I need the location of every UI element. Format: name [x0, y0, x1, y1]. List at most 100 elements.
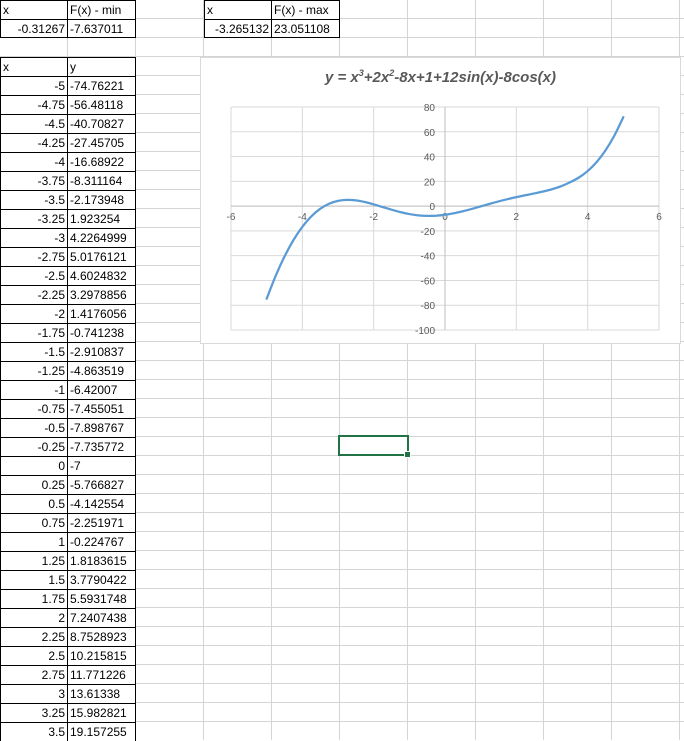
function-chart[interactable]: y = x3+2x2-8x+1+12sin(x)-8cos(x) -6 -4 -2 0… — [200, 57, 681, 344]
table-cell-y[interactable]: 10.215815 — [68, 646, 136, 665]
table-cell-y[interactable]: -7.898767 — [68, 418, 136, 437]
table-cell-x[interactable]: -1.25 — [0, 361, 68, 380]
table-cell-y[interactable]: 13.61338 — [68, 684, 136, 703]
table-cell-y[interactable]: 7.2407438 — [68, 608, 136, 627]
table-cell-y[interactable]: 19.157255 — [68, 722, 136, 741]
table-cell-y[interactable]: 1.923254 — [68, 209, 136, 228]
table-cell-y[interactable]: -27.45705 — [68, 133, 136, 152]
y-tick-label: -40 — [421, 252, 436, 263]
table-cell-y[interactable]: 5.0176121 — [68, 247, 136, 266]
table-cell-y[interactable]: -16.68922 — [68, 152, 136, 171]
x-tick-label: 0 — [442, 212, 448, 223]
x-tick-label: 6 — [656, 212, 662, 223]
table-cell-x[interactable]: 2.5 — [0, 646, 68, 665]
table-cell-x[interactable]: -2.5 — [0, 266, 68, 285]
table-cell-y[interactable]: -2.173948 — [68, 190, 136, 209]
summary-min-f-value[interactable]: -7.637011 — [68, 19, 136, 38]
table-cell-y[interactable]: 11.771226 — [68, 665, 136, 684]
table-cell-y[interactable]: -5.766827 — [68, 475, 136, 494]
table-cell-y[interactable]: -7 — [68, 456, 136, 475]
table-cell-y[interactable]: -0.741238 — [68, 323, 136, 342]
table-cell-x[interactable]: 2.75 — [0, 665, 68, 684]
selected-cell[interactable] — [338, 435, 411, 458]
y-tick-label: -80 — [421, 301, 436, 312]
table-cell-y[interactable]: -2.251971 — [68, 513, 136, 532]
table-cell-y[interactable]: -40.70827 — [68, 114, 136, 133]
table-cell-y[interactable]: -6.42007 — [68, 380, 136, 399]
summary-max-f-value[interactable]: 23.051108 — [272, 19, 340, 38]
y-tick-label: -20 — [421, 227, 436, 238]
table-cell-x[interactable]: 1.5 — [0, 570, 68, 589]
table-cell-x[interactable]: 0.25 — [0, 475, 68, 494]
table-cell-y[interactable]: 5.5931748 — [68, 589, 136, 608]
summary-max-x-value[interactable]: -3.265132 — [204, 19, 272, 38]
table-header-y[interactable]: y — [68, 57, 136, 76]
table-cell-x[interactable]: -3 — [0, 228, 68, 247]
series-line — [265, 116, 625, 300]
y-tick-label: 60 — [424, 128, 436, 139]
table-cell-x[interactable]: 1.75 — [0, 589, 68, 608]
x-tick-label: 2 — [514, 212, 520, 223]
table-cell-y[interactable]: -56.48118 — [68, 95, 136, 114]
chart-title-part: +2x — [363, 69, 390, 86]
table-cell-y[interactable]: -7.735772 — [68, 437, 136, 456]
table-cell-x[interactable]: 3.25 — [0, 703, 68, 722]
table-cell-x[interactable]: -1 — [0, 380, 68, 399]
table-cell-x[interactable]: 3 — [0, 684, 68, 703]
table-header-x[interactable]: x — [0, 57, 68, 76]
table-cell-x[interactable]: -4 — [0, 152, 68, 171]
table-cell-y[interactable]: 1.8183615 — [68, 551, 136, 570]
table-cell-x[interactable]: -3.5 — [0, 190, 68, 209]
summary-max-header-x[interactable]: x — [204, 0, 272, 19]
summary-min-header-x[interactable]: x — [0, 0, 68, 19]
table-cell-x[interactable]: -4.75 — [0, 95, 68, 114]
table-cell-x[interactable]: -4.5 — [0, 114, 68, 133]
table-cell-x[interactable]: 0.75 — [0, 513, 68, 532]
summary-max-header-f[interactable]: F(x) - max — [272, 0, 340, 19]
chart-title-part: y = x — [324, 69, 359, 86]
table-cell-x[interactable]: 1.25 — [0, 551, 68, 570]
table-cell-x[interactable]: -3.25 — [0, 209, 68, 228]
table-cell-x[interactable]: 2 — [0, 608, 68, 627]
table-cell-y[interactable]: -2.910837 — [68, 342, 136, 361]
table-cell-x[interactable]: -0.25 — [0, 437, 68, 456]
table-cell-x[interactable]: -4.25 — [0, 133, 68, 152]
table-cell-y[interactable]: -74.76221 — [68, 76, 136, 95]
table-cell-y[interactable]: 3.2978856 — [68, 285, 136, 304]
table-cell-x[interactable]: -2 — [0, 304, 68, 323]
table-cell-y[interactable]: -4.142554 — [68, 494, 136, 513]
table-cell-y[interactable]: 3.7790422 — [68, 570, 136, 589]
table-cell-x[interactable]: -0.5 — [0, 418, 68, 437]
chart-title: y = x3+2x2-8x+1+12sin(x)-8cos(x) — [201, 68, 680, 86]
table-cell-y[interactable]: 8.7528923 — [68, 627, 136, 646]
table-cell-x[interactable]: -5 — [0, 76, 68, 95]
table-cell-y[interactable]: 15.982821 — [68, 703, 136, 722]
y-tick-label: 40 — [424, 153, 436, 164]
table-cell-x[interactable]: 0.5 — [0, 494, 68, 513]
table-cell-x[interactable]: 3.5 — [0, 722, 68, 741]
table-cell-y[interactable]: -7.455051 — [68, 399, 136, 418]
table-cell-x[interactable]: -2.25 — [0, 285, 68, 304]
table-cell-y[interactable]: -4.863519 — [68, 361, 136, 380]
table-cell-x[interactable]: 1 — [0, 532, 68, 551]
table-cell-x[interactable]: -3.75 — [0, 171, 68, 190]
table-cell-x[interactable]: -0.75 — [0, 399, 68, 418]
summary-min-x-value[interactable]: -0.31267 — [0, 19, 68, 38]
table-cell-x[interactable]: 2.25 — [0, 627, 68, 646]
table-cell-y[interactable]: 4.2264999 — [68, 228, 136, 247]
y-tick-label: 80 — [424, 103, 436, 114]
table-cell-x[interactable]: -2.75 — [0, 247, 68, 266]
y-tick-label: -100 — [415, 326, 435, 337]
table-cell-x[interactable]: -1.5 — [0, 342, 68, 361]
chart-title-exp: 2 — [389, 68, 395, 78]
table-cell-y[interactable]: 4.6024832 — [68, 266, 136, 285]
table-cell-x[interactable]: -1.75 — [0, 323, 68, 342]
table-cell-y[interactable]: 1.4176056 — [68, 304, 136, 323]
y-tick-label: -60 — [421, 276, 436, 287]
summary-min-header-f[interactable]: F(x) - min — [68, 0, 136, 19]
table-cell-x[interactable]: 0 — [0, 456, 68, 475]
y-tick-label: 20 — [424, 177, 436, 188]
table-cell-y[interactable]: -8.311164 — [68, 171, 136, 190]
table-cell-y[interactable]: -0.224767 — [68, 532, 136, 551]
